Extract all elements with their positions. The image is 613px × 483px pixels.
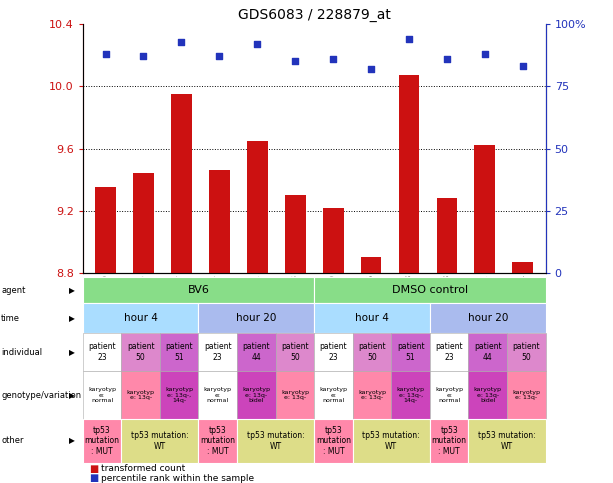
Text: tp53
mutation
: MUT: tp53 mutation : MUT [432,426,466,456]
Bar [285,195,306,273]
Text: karyotyp
e: 13q-: karyotyp e: 13q- [512,390,540,400]
Text: patient
23: patient 23 [204,342,232,362]
Title: GDS6083 / 228879_at: GDS6083 / 228879_at [238,8,390,22]
Text: patient
44: patient 44 [474,342,501,362]
Text: transformed count: transformed count [101,464,185,473]
Text: patient
51: patient 51 [397,342,424,362]
Point [101,50,110,58]
Point [404,35,414,43]
Point [518,63,528,71]
Text: karyotyp
e: 13q-: karyotyp e: 13q- [281,390,309,400]
Text: karyotyp
e: 13q-,
14q-: karyotyp e: 13q-, 14q- [165,387,193,403]
Text: patient
51: patient 51 [166,342,193,362]
Text: tp53 mutation:
WT: tp53 mutation: WT [478,431,536,451]
Text: karyotyp
e:
normal: karyotyp e: normal [319,387,348,403]
Text: hour 4: hour 4 [124,313,158,323]
Text: ▶: ▶ [69,314,75,323]
Text: tp53 mutation:
WT: tp53 mutation: WT [247,431,305,451]
Text: ■: ■ [89,464,98,473]
Point [480,50,490,58]
Text: karyotyp
e:
normal: karyotyp e: normal [88,387,116,403]
Bar [436,199,457,273]
Bar [512,262,533,273]
Point [291,57,300,65]
Bar [209,170,230,273]
Text: other: other [1,437,24,445]
Text: ▶: ▶ [69,391,75,399]
Text: percentile rank within the sample: percentile rank within the sample [101,474,254,483]
Bar [322,208,343,273]
Bar [95,187,116,273]
Bar [247,141,268,273]
Text: agent: agent [1,285,26,295]
Text: ▶: ▶ [69,348,75,356]
Text: karyotyp
e: 13q-: karyotyp e: 13q- [358,390,386,400]
Text: genotype/variation: genotype/variation [1,391,82,399]
Point [215,53,224,60]
Point [328,55,338,63]
Point [139,53,148,60]
Text: tp53
mutation
: MUT: tp53 mutation : MUT [85,426,120,456]
Text: karyotyp
e: 13q-
bidel: karyotyp e: 13q- bidel [474,387,501,403]
Bar [398,75,419,273]
Text: patient
23: patient 23 [319,342,347,362]
Bar [360,257,381,273]
Point [177,38,186,45]
Bar [171,94,192,273]
Point [253,40,262,48]
Text: karyotyp
e:
normal: karyotyp e: normal [204,387,232,403]
Text: ▶: ▶ [69,285,75,295]
Text: BV6: BV6 [188,285,210,295]
Text: karyotyp
e:
normal: karyotyp e: normal [435,387,463,403]
Text: karyotyp
e: 13q-,
14q-: karyotyp e: 13q-, 14q- [397,387,425,403]
Text: hour 20: hour 20 [468,313,508,323]
Text: ▶: ▶ [69,437,75,445]
Text: patient
50: patient 50 [512,342,540,362]
Text: karyotyp
e: 13q-
bidel: karyotyp e: 13q- bidel [242,387,270,403]
Bar [474,145,495,273]
Text: patient
50: patient 50 [358,342,386,362]
Text: tp53
mutation
: MUT: tp53 mutation : MUT [316,426,351,456]
Point [366,65,376,73]
Bar [133,173,154,273]
Text: hour 4: hour 4 [355,313,389,323]
Text: tp53 mutation:
WT: tp53 mutation: WT [362,431,420,451]
Text: patient
23: patient 23 [88,342,116,362]
Text: karyotyp
e: 13q-: karyotyp e: 13q- [127,390,154,400]
Text: tp53 mutation:
WT: tp53 mutation: WT [131,431,189,451]
Text: DMSO control: DMSO control [392,285,468,295]
Text: patient
23: patient 23 [435,342,463,362]
Text: patient
44: patient 44 [243,342,270,362]
Text: tp53
mutation
: MUT: tp53 mutation : MUT [200,426,235,456]
Text: individual: individual [1,348,42,356]
Text: patient
50: patient 50 [127,342,154,362]
Text: time: time [1,314,20,323]
Text: ■: ■ [89,473,98,483]
Point [442,55,452,63]
Text: hour 20: hour 20 [236,313,276,323]
Text: patient
50: patient 50 [281,342,309,362]
